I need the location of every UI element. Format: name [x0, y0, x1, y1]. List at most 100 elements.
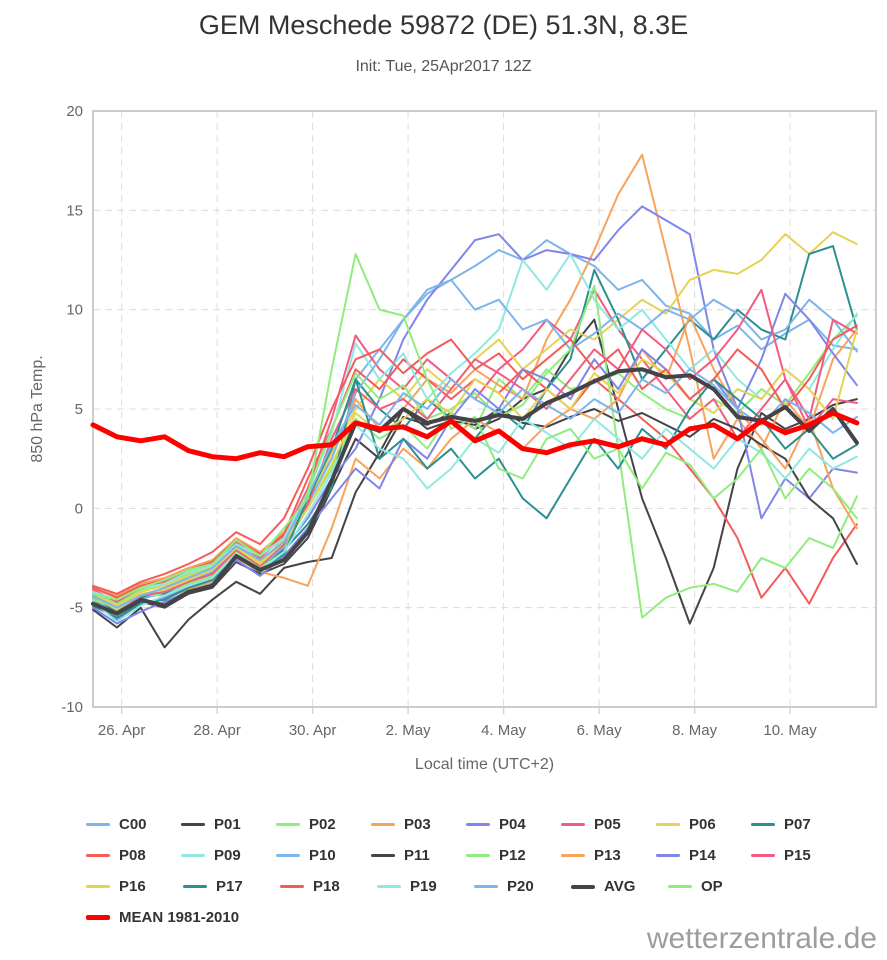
- legend-label: P16: [119, 878, 146, 895]
- legend-swatch: [377, 885, 401, 888]
- legend-item-P02[interactable]: P02: [276, 816, 371, 833]
- legend-swatch: [86, 915, 110, 920]
- legend-label: P02: [309, 816, 336, 833]
- legend-label: C00: [119, 816, 147, 833]
- legend-item-P13[interactable]: P13: [561, 847, 656, 864]
- legend-label: P06: [689, 816, 716, 833]
- legend-item-P12[interactable]: P12: [466, 847, 561, 864]
- legend-label: P12: [499, 847, 526, 864]
- x-axis-title: Local time (UTC+2): [415, 756, 554, 773]
- x-axis-tick-label: 10. May: [763, 722, 817, 739]
- legend-swatch: [86, 823, 110, 826]
- legend-item-P20[interactable]: P20: [474, 878, 571, 895]
- chart-title: GEM Meschede 59872 (DE) 51.3N, 8.3E: [198, 10, 689, 40]
- legend-swatch: [181, 854, 205, 857]
- legend-item-P17[interactable]: P17: [183, 878, 280, 895]
- legend-swatch: [280, 885, 304, 888]
- legend: C00 P01 P02 P03 P04 P05 P06 P07 P08 P09 P10 P11 P12 P…: [86, 809, 846, 933]
- legend-item-P16[interactable]: P16: [86, 878, 183, 895]
- y-axis-tick-label: 10: [66, 302, 83, 319]
- legend-label: OP: [701, 878, 723, 895]
- legend-label: P18: [313, 878, 340, 895]
- legend-swatch: [276, 854, 300, 857]
- legend-swatch: [656, 854, 680, 857]
- legend-swatch: [86, 885, 110, 888]
- y-axis-tick-label: 15: [66, 202, 83, 219]
- plot-border: [92, 110, 877, 708]
- x-axis-tick-label: 30. Apr: [289, 722, 337, 739]
- legend-item-P01[interactable]: P01: [181, 816, 276, 833]
- x-axis-tick-label: 6. May: [577, 722, 623, 739]
- y-axis-tick-label: -5: [70, 600, 83, 617]
- legend-row: P16 P17 P18 P19 P20 AVG OP: [86, 871, 846, 902]
- y-axis-tick-label: 20: [66, 103, 83, 120]
- legend-swatch: [561, 854, 585, 857]
- legend-label: P05: [594, 816, 621, 833]
- legend-item-OP[interactable]: OP: [668, 878, 765, 895]
- series-line-P16: [92, 328, 858, 611]
- legend-swatch: [466, 823, 490, 826]
- legend-item-P07[interactable]: P07: [751, 816, 846, 833]
- series-line-P18: [92, 324, 858, 595]
- legend-item-AVG[interactable]: AVG: [571, 878, 668, 895]
- series-line-P03: [92, 153, 858, 597]
- legend-swatch: [656, 823, 680, 826]
- x-axis-tick-label: 26. Apr: [98, 722, 146, 739]
- series-line-P11: [92, 408, 858, 649]
- legend-item-P15[interactable]: P15: [751, 847, 846, 864]
- legend-swatch: [86, 854, 110, 857]
- legend-item-MEAN 1981-2010[interactable]: MEAN 1981-2010: [86, 909, 239, 926]
- legend-label: MEAN 1981-2010: [119, 909, 240, 926]
- legend-item-P10[interactable]: P10: [276, 847, 371, 864]
- legend-label: P17: [216, 878, 243, 895]
- legend-item-P14[interactable]: P14: [656, 847, 751, 864]
- legend-item-P11[interactable]: P11: [371, 847, 466, 864]
- legend-swatch: [474, 885, 498, 888]
- y-axis-title: 850 hPa Temp.: [29, 355, 46, 462]
- series-line-P20: [92, 368, 858, 609]
- series-line-P19: [92, 417, 858, 623]
- y-axis-tick-label: 0: [75, 500, 83, 517]
- series-line-OP: [92, 253, 858, 601]
- legend-label: P20: [507, 878, 534, 895]
- series-line-MEAN 1981-2010: [90, 410, 860, 462]
- legend-label: P13: [594, 847, 621, 864]
- legend-item-P05[interactable]: P05: [561, 816, 656, 833]
- legend-item-P19[interactable]: P19: [377, 878, 474, 895]
- legend-swatch: [183, 885, 207, 888]
- legend-swatch: [571, 884, 595, 889]
- legend-item-P03[interactable]: P03: [371, 816, 466, 833]
- legend-label: P15: [784, 847, 811, 864]
- legend-swatch: [751, 823, 775, 826]
- legend-item-P09[interactable]: P09: [181, 847, 276, 864]
- legend-swatch: [561, 823, 585, 826]
- legend-item-P04[interactable]: P04: [466, 816, 561, 833]
- legend-item-C00[interactable]: C00: [86, 816, 181, 833]
- legend-item-P08[interactable]: P08: [86, 847, 181, 864]
- ensemble-chart: 26. Apr 28. Apr 30. Apr 2. May 4. May 6. May 8…: [29, 103, 877, 773]
- legend-swatch: [668, 885, 692, 888]
- legend-swatch: [466, 854, 490, 857]
- y-axis-tick-label: -10: [61, 699, 83, 716]
- legend-label: P10: [309, 847, 336, 864]
- series-line-AVG: [91, 367, 859, 616]
- legend-label: P03: [404, 816, 431, 833]
- legend-label: P01: [214, 816, 241, 833]
- x-axis-tick-label: 8. May: [672, 722, 718, 739]
- legend-row: P08 P09 P10 P11 P12 P13 P14 P15: [86, 840, 846, 871]
- y-axis-tick-label: 5: [75, 401, 83, 418]
- x-axis-tick-label: 4. May: [481, 722, 527, 739]
- legend-swatch: [371, 854, 395, 857]
- x-axis-tick-label: 2. May: [386, 722, 432, 739]
- legend-item-P06[interactable]: P06: [656, 816, 751, 833]
- watermark: wetterzentrale.de: [646, 922, 877, 955]
- legend-row: MEAN 1981-2010: [86, 902, 846, 933]
- legend-swatch: [181, 823, 205, 826]
- legend-label: P14: [689, 847, 716, 864]
- legend-label: P08: [119, 847, 146, 864]
- legend-row: C00 P01 P02 P03 P04 P05 P06 P07: [86, 809, 846, 840]
- series-line-P09: [92, 253, 858, 601]
- series-line-P12: [92, 284, 858, 619]
- legend-label: P04: [499, 816, 526, 833]
- legend-item-P18[interactable]: P18: [280, 878, 377, 895]
